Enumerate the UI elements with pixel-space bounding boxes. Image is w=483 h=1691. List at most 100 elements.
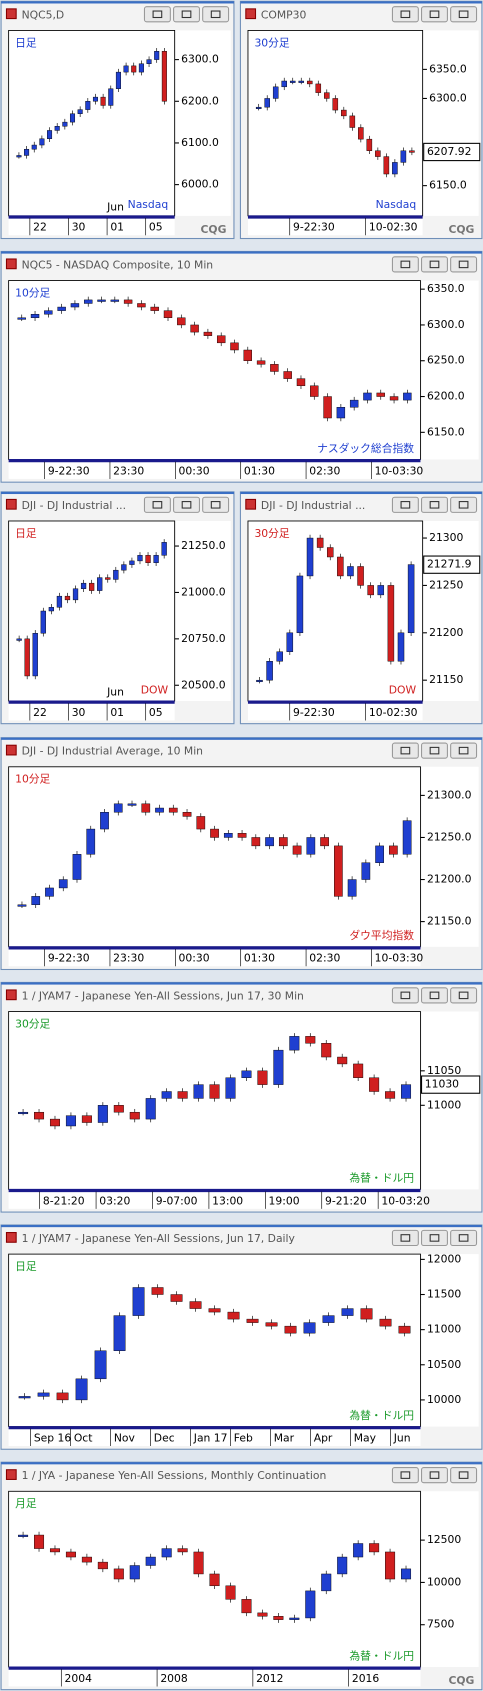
last-price-box (423, 555, 481, 574)
candle (97, 1561, 108, 1570)
candle (272, 86, 279, 99)
y-tick-label: 11500 (427, 1288, 461, 1301)
last-price-box (421, 1075, 481, 1094)
candle (347, 879, 357, 897)
minimize-button[interactable] (391, 6, 419, 23)
y-tick-label: 6200.0 (427, 390, 465, 403)
candle (366, 138, 373, 151)
candle (141, 803, 151, 813)
x-axis-band (8, 216, 175, 236)
maximize-button[interactable] (173, 6, 200, 23)
x-tick-label: 00:30 (179, 952, 210, 965)
close-button[interactable] (202, 496, 230, 513)
candle (264, 98, 270, 108)
candle (361, 862, 371, 880)
candle (150, 306, 159, 311)
candle (129, 560, 135, 565)
close-button[interactable] (450, 987, 478, 1004)
maximize-button[interactable] (421, 1467, 448, 1484)
minimize-glyph (400, 746, 411, 755)
maximize-button[interactable] (421, 987, 448, 1004)
candle (34, 1534, 45, 1549)
candle (137, 555, 143, 562)
candle (209, 1084, 220, 1099)
minimize-button[interactable] (391, 742, 419, 759)
candle (161, 1548, 172, 1558)
y-tick-label: 21000.0 (181, 585, 226, 598)
maximize-button[interactable] (421, 256, 448, 273)
close-button[interactable] (450, 742, 478, 759)
candle (92, 96, 98, 102)
x-tick-label: 9-22:30 (48, 464, 90, 477)
maximize-button[interactable] (421, 496, 448, 513)
x-axis-band (8, 947, 421, 967)
window-title: NQC5 - NASDAQ Composite, 10 Min (22, 258, 214, 271)
close-button[interactable] (450, 256, 478, 273)
close-button[interactable] (450, 1229, 478, 1247)
candle (257, 1612, 268, 1617)
minimize-button[interactable] (391, 1229, 419, 1247)
close-button[interactable] (450, 1467, 478, 1484)
minimize-button[interactable] (143, 6, 171, 23)
maximize-button[interactable] (421, 742, 448, 759)
minimize-button[interactable] (391, 256, 419, 273)
price-axis (175, 520, 231, 702)
close-button[interactable] (450, 496, 478, 513)
x-tick-label: 2012 (256, 1672, 283, 1685)
minimize-button[interactable] (391, 1467, 419, 1484)
candle (321, 1573, 332, 1592)
price-axis (421, 766, 479, 947)
y-tick-label: 6200.0 (181, 94, 219, 107)
candle (281, 80, 287, 88)
logo: CQG (448, 223, 474, 236)
candle (132, 1287, 145, 1316)
y-tick-label: 6250.0 (427, 354, 465, 367)
candle (223, 833, 233, 838)
maximize-button[interactable] (173, 496, 200, 513)
candle (402, 820, 412, 855)
x-tick-label: 9-21:20 (325, 1194, 367, 1207)
candle (363, 392, 372, 401)
candle (69, 113, 76, 123)
close-glyph (210, 501, 221, 509)
window-top-border (1, 251, 482, 254)
candle (37, 1392, 50, 1397)
price-axis (421, 280, 479, 460)
candle (30, 313, 40, 319)
minimize-button[interactable] (391, 496, 419, 513)
candle (353, 1543, 364, 1558)
candle (375, 150, 381, 157)
candle (283, 371, 292, 379)
candle (322, 1315, 335, 1323)
candle (246, 1318, 259, 1323)
chart-annotation: ダウ平均指数 (349, 929, 414, 942)
candle (18, 1534, 29, 1537)
candle (266, 661, 273, 681)
maximize-button[interactable] (421, 1229, 448, 1247)
candle (113, 1315, 126, 1351)
candle (161, 51, 167, 102)
candle (24, 148, 30, 156)
candle (77, 109, 83, 114)
x-axis-band (8, 702, 175, 721)
candle (94, 1350, 107, 1380)
candle (49, 1548, 60, 1553)
candle (323, 396, 332, 419)
candle (100, 96, 106, 106)
y-tick-label: 11050 (427, 1064, 461, 1077)
close-button[interactable] (450, 6, 478, 23)
minimize-button[interactable] (143, 496, 171, 513)
title-icon (5, 1232, 17, 1243)
candle (17, 904, 27, 907)
candle (154, 51, 160, 60)
y-tick-label: 21150.0 (427, 915, 472, 928)
candle (270, 364, 279, 372)
candle (347, 566, 354, 577)
x-tick-label: 10-03:30 (375, 464, 424, 477)
x-tick-label: 19:00 (269, 1194, 300, 1207)
close-button[interactable] (202, 6, 230, 23)
maximize-button[interactable] (421, 6, 448, 23)
minimize-button[interactable] (391, 987, 419, 1004)
x-tick-label: May (354, 1431, 377, 1444)
candle (31, 896, 41, 905)
